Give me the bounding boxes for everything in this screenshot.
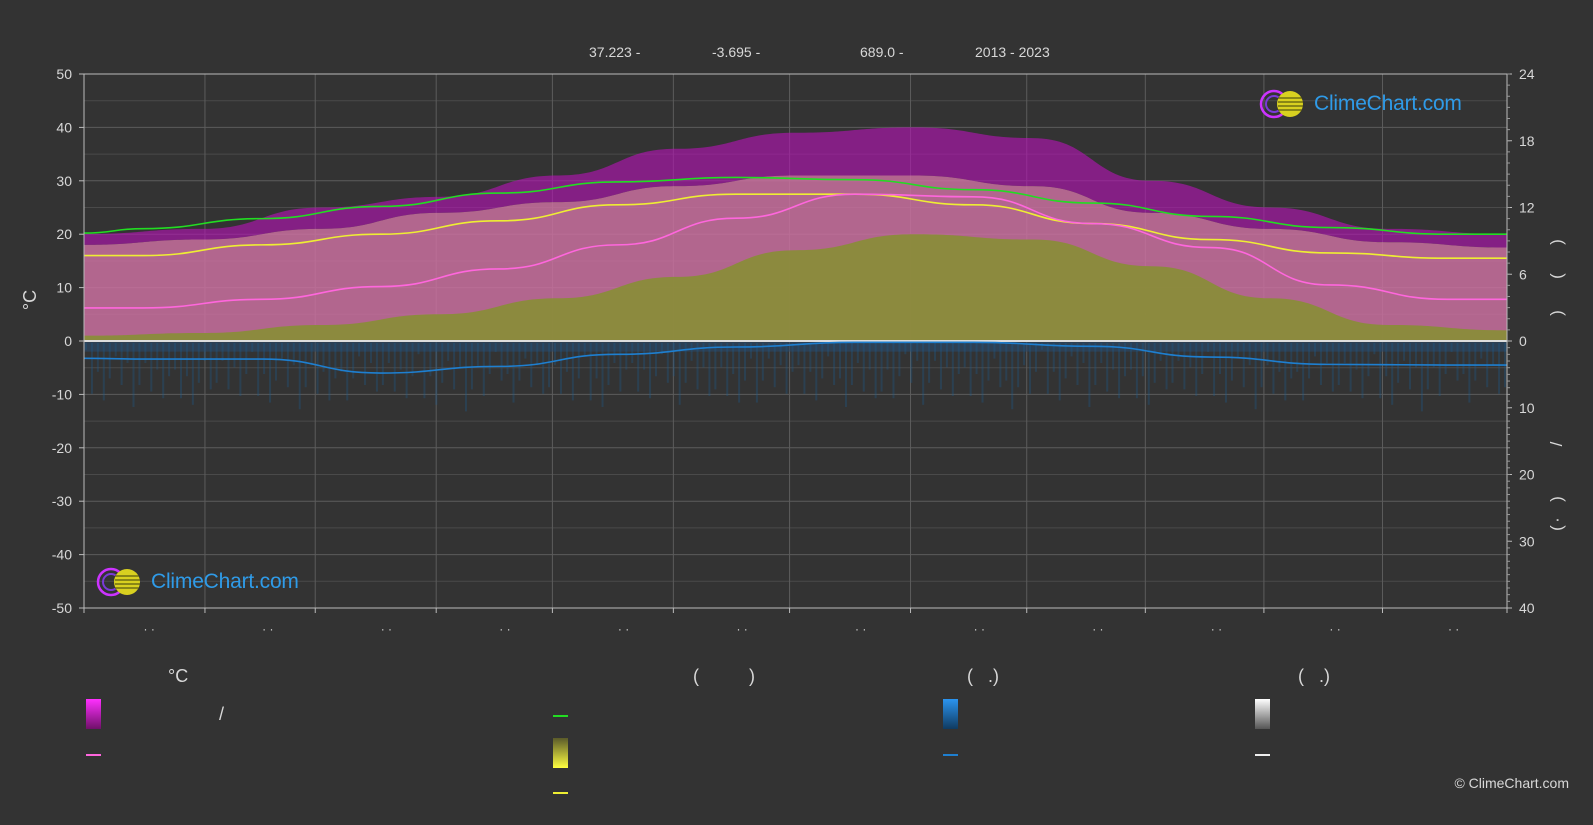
- series-line-3: [84, 341, 1507, 374]
- right-axis-top-glyph: (: [1547, 273, 1566, 279]
- y-tick-label-right-top: 24: [1519, 66, 1535, 82]
- right-axis-bottom-glyph: (: [1547, 525, 1566, 531]
- legend-col1-title: °C: [168, 666, 189, 686]
- logo-top: ClimeChart.com: [1258, 88, 1462, 120]
- x-tick-label: · ·: [736, 622, 747, 636]
- x-tick-label: · ·: [262, 622, 273, 636]
- x-tick-label: · ·: [381, 622, 392, 636]
- x-tick-label: · ·: [1329, 622, 1340, 636]
- elevation: 689.0 -: [860, 44, 904, 60]
- y-tick-label-right-top: 0: [1519, 333, 1527, 349]
- y-tick-label-right-bottom: 20: [1519, 467, 1535, 483]
- series-lines: [84, 176, 1507, 374]
- data-bands: [84, 127, 1507, 412]
- copyright: © ClimeChart.com: [1454, 775, 1569, 791]
- legend-precip-swatch: [943, 699, 958, 729]
- legend-col3-title: ( .): [967, 666, 999, 686]
- y-tick-label-right-bottom: 10: [1519, 400, 1535, 416]
- legend-snow-swatch: [1255, 699, 1270, 729]
- y-tick-label-left: 10: [56, 280, 72, 296]
- y-tick-label-left: -20: [52, 440, 72, 456]
- axes: 50 40 30 20 10 0 -10 -20 -30 -40 -50 24 18 12 6 0 10 20 30…: [52, 66, 1535, 636]
- legend-sunshine-mean-line: [553, 792, 568, 794]
- series-line-1: [84, 193, 1507, 260]
- legend-mean-temp-line: [86, 754, 101, 756]
- series-line-0: [84, 176, 1507, 235]
- y-tick-label-left: 20: [56, 226, 72, 242]
- right-axis-bottom-glyph: /: [1547, 441, 1566, 446]
- legend-col4-title: ( .): [1298, 666, 1330, 686]
- logo-text: ClimeChart.com: [151, 570, 299, 593]
- y-axis-left-label: °C: [20, 290, 40, 310]
- x-tick-label: · ·: [974, 622, 985, 636]
- climechart-logo-icon: [96, 567, 140, 597]
- logo-text: ClimeChart.com: [1314, 92, 1462, 115]
- legend-precip-mean-line: [943, 754, 958, 756]
- y-tick-label-left: 0: [64, 333, 72, 349]
- legend-range-separator: /: [219, 704, 225, 724]
- y-axis-right-labels: ) () /) · (: [1547, 239, 1566, 531]
- x-tick-label: · ·: [1092, 622, 1103, 636]
- x-tick-label: · ·: [1448, 622, 1459, 636]
- series-line-2: [84, 193, 1507, 309]
- sunshine-band: [84, 234, 1507, 341]
- right-axis-bottom-glyph: ): [1547, 496, 1566, 502]
- x-tick-label: · ·: [144, 622, 155, 636]
- right-axis-bottom-glyph: ·: [1547, 517, 1566, 523]
- y-tick-label-right-top: 12: [1519, 200, 1535, 216]
- y-tick-label-left: -30: [52, 493, 72, 509]
- x-tick-label: · ·: [1211, 622, 1222, 636]
- x-tick-label: · ·: [855, 622, 866, 636]
- y-tick-label-left: -10: [52, 386, 72, 402]
- longitude: -3.695 -: [712, 44, 761, 60]
- temp-range-band: [84, 127, 1507, 248]
- right-axis-top-glyph: ): [1547, 310, 1566, 316]
- y-tick-label-left: -40: [52, 547, 72, 563]
- year-range: 2013 - 2023: [975, 44, 1050, 60]
- y-tick-label-left: 50: [56, 66, 72, 82]
- y-tick-label-left: -50: [52, 600, 72, 616]
- y-tick-label-right-top: 6: [1519, 266, 1527, 282]
- logo-bottom: ClimeChart.com: [95, 566, 299, 598]
- legend-snow-mean-line: [1255, 754, 1270, 756]
- legend-daylight-line: [553, 715, 568, 717]
- precip-band: [84, 341, 1507, 352]
- right-axis-top-glyph: ): [1547, 239, 1566, 245]
- y-tick-label-right-top: 18: [1519, 133, 1535, 149]
- y-tick-label-right-bottom: 30: [1519, 533, 1535, 549]
- legend-col2-title: ( ): [693, 666, 755, 686]
- climechart-logo-icon: [1259, 89, 1303, 119]
- legend-sunshine-swatch: [553, 738, 568, 768]
- y-tick-label-left: 40: [56, 119, 72, 135]
- y-tick-label-left: 30: [56, 173, 72, 189]
- legend-temp-range-swatch: [86, 699, 101, 729]
- y-tick-label-right-bottom: 40: [1519, 600, 1535, 616]
- x-tick-label: · ·: [499, 622, 510, 636]
- latitude: 37.223 -: [589, 44, 641, 60]
- x-tick-label: · ·: [618, 622, 629, 636]
